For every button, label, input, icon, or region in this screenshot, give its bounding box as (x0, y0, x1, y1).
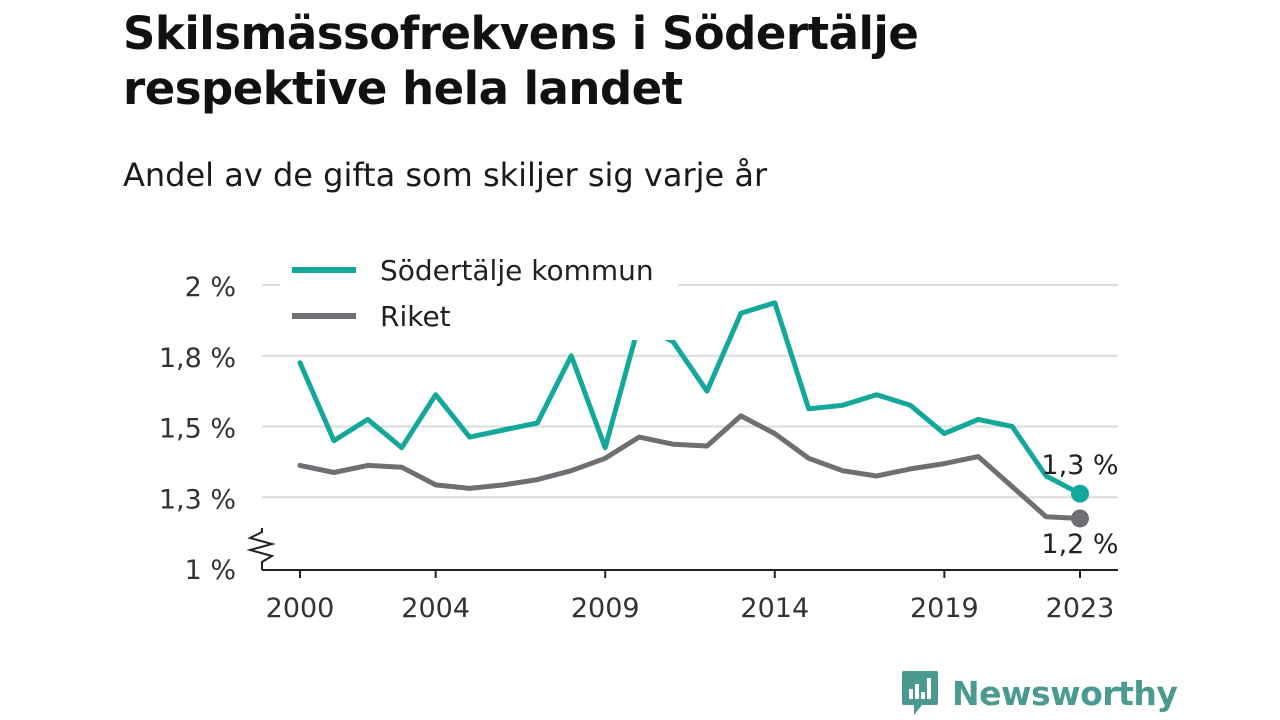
newsworthy-logo-icon (902, 671, 938, 715)
chart-title: Skilsmässofrekvens i Södertälje respekti… (123, 7, 919, 115)
y-tick-label: 1 % (185, 555, 236, 586)
legend-background (280, 248, 678, 340)
legend-label: Riket (380, 300, 451, 333)
x-tick-label: 2014 (740, 593, 809, 624)
x-tick-label: 2004 (401, 593, 470, 624)
x-axis (246, 528, 1118, 578)
y-tick-label: 1,8 % (159, 343, 236, 374)
end-value-label: 1,2 % (1041, 529, 1118, 560)
y-axis-tick-labels: 1 % 1,3 % 1,5 % 1,8 % 2 % (159, 272, 236, 586)
chart-subtitle: Andel av de gifta som skiljer sig varje … (123, 156, 768, 194)
newsworthy-brand: Newsworthy (900, 668, 1178, 718)
y-tick-label: 1,3 % (159, 484, 236, 515)
series-lines (297, 300, 1089, 528)
end-value-label: 1,3 % (1041, 450, 1118, 481)
series-end-point (1071, 484, 1089, 503)
end-labels: 1,3 % 1,2 % (1041, 450, 1118, 560)
y-tick-label: 2 % (185, 272, 236, 303)
x-tick-label: 2023 (1046, 593, 1115, 624)
series-line (297, 300, 1083, 497)
series-end-point (1071, 509, 1089, 528)
legend: Södertälje kommun Riket (280, 248, 678, 340)
x-tick-label: 2019 (910, 593, 979, 624)
brand-name: Newsworthy (952, 673, 1178, 713)
x-tick-label: 2009 (571, 593, 640, 624)
x-tick-label: 2000 (266, 593, 335, 624)
y-tick-label: 1,5 % (159, 414, 236, 445)
x-axis-tick-labels: 2000 2004 2009 2014 2019 2023 (266, 593, 1115, 624)
axis-break-icon (246, 528, 276, 570)
series-line (297, 413, 1083, 521)
legend-label: Södertälje kommun (380, 254, 654, 287)
